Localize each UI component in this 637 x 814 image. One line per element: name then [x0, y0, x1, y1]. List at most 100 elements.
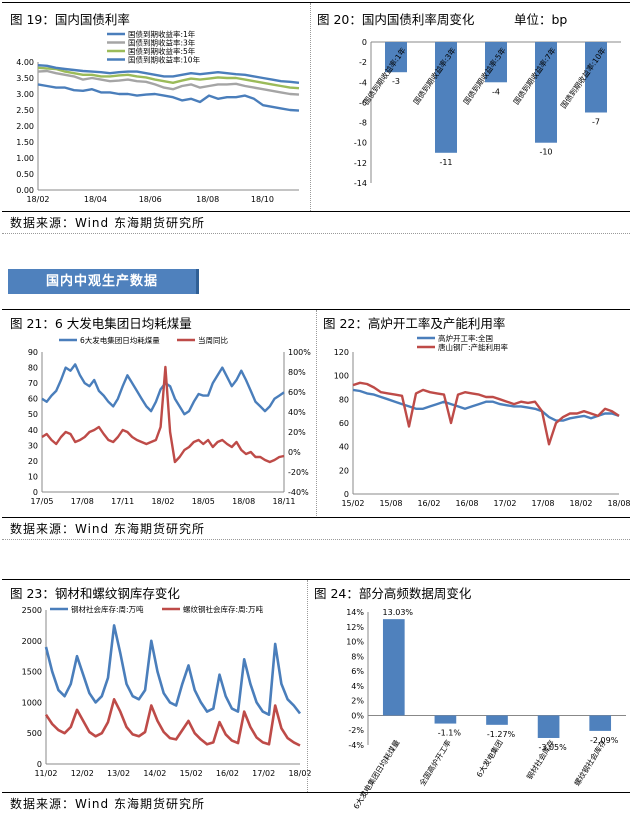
figure-title: 图 20：国内国债利率周变化	[317, 12, 475, 27]
figure-title: 图 21：6 大发电集团日均耗煤量	[10, 316, 192, 331]
column-divider	[307, 580, 308, 792]
data-label: -4	[492, 87, 500, 96]
y-tick-label: 70	[28, 379, 38, 388]
x-tick-label: 18/08	[196, 195, 219, 204]
y-tick-label: 20	[339, 466, 349, 475]
y-tick-label: -6	[359, 98, 367, 107]
x-tick-label: 18/05	[192, 497, 215, 506]
y-tick-label: 50	[28, 410, 38, 419]
data-label: 13.03%	[383, 608, 414, 617]
figure-title: 图 24：部分高频数据周变化	[314, 586, 472, 601]
series-line-2	[352, 381, 620, 446]
y-tick-label: 1.00	[16, 154, 34, 163]
bar-2	[435, 42, 457, 153]
series-line-3	[37, 66, 300, 90]
x-tick-label: 15/02	[180, 769, 203, 778]
figure-title: 图 23：钢材和螺纹钢库存变化	[10, 586, 180, 601]
top-rule	[2, 579, 630, 580]
data-label: -2.09%	[590, 736, 619, 745]
y-tick-label: 80	[28, 364, 38, 373]
figure-panel-20: 图 20：国内国债利率周变化 单位：bp 0 -2 -4 -6 -8 -10 -12 -14 -…	[311, 3, 631, 213]
source-note: 数据来源：Wind 东海期货研究所	[10, 216, 205, 230]
y-tick-label-right: 100%	[288, 348, 311, 357]
y-tick-label: -2%	[348, 726, 364, 735]
y-tick-label: 6%	[351, 667, 364, 676]
x-tick-label: 18/04	[84, 195, 107, 204]
x-tick-label: 17/02	[252, 769, 275, 778]
y-tick-label: 0	[362, 38, 367, 47]
y-tick-label: 40	[28, 426, 38, 435]
x-tick-label: 14/02	[143, 769, 166, 778]
y-tick-label: 0.50	[16, 170, 34, 179]
series-line-2	[44, 698, 301, 747]
legend-label: 当周同比	[198, 335, 228, 345]
series-line-1	[44, 624, 302, 716]
bar-4	[537, 715, 560, 738]
source-note: 数据来源：Wind 东海期货研究所	[10, 522, 205, 536]
source-rule-bottom	[2, 233, 630, 234]
y-tick-label: 100	[334, 372, 349, 381]
y-tick-label-right: -40%	[288, 488, 309, 497]
y-tick-label: -14	[354, 179, 367, 188]
y-tick-label: 4.00	[16, 58, 34, 67]
figure-title: 图 19：国内国债利率	[10, 12, 130, 27]
chart-fig19: 0.00 0.50 1.00 1.50 2.00 2.50 3.00 3.50 4.00 18/0…	[16, 29, 300, 204]
source-note: 数据来源：Wind 东海期货研究所	[10, 797, 205, 811]
x-tick-label: 17/08	[71, 497, 94, 506]
bar-2	[434, 715, 457, 724]
figure-panel-22: 图 22：高炉开工率及产能利用率 0 20 40 60 80 100 120 15/02 15/…	[317, 310, 631, 518]
y-tick-label: 20	[28, 457, 38, 466]
figure-panel-21: 图 21：6 大发电集团日均耗煤量 0 10 20 30 40 50 60 70 80 90 -40…	[2, 310, 314, 518]
y-tick-label: 0	[344, 490, 349, 499]
y-tick-label: -12	[354, 159, 367, 168]
y-tick-label: -10	[354, 139, 367, 148]
y-tick-label: 30	[28, 441, 38, 450]
legend-label: 国债到期收益率:3年	[128, 38, 196, 48]
data-label: -11	[439, 158, 452, 167]
bar-4	[535, 42, 557, 143]
x-tick-label: 16/08	[455, 499, 478, 508]
series-line-2	[37, 69, 300, 96]
data-label: -3.05%	[538, 743, 567, 752]
data-label: -7	[592, 118, 600, 127]
legend-label: 国债到期收益率:5年	[128, 46, 196, 56]
y-tick-label: 10%	[346, 638, 364, 647]
y-tick-label: 4%	[351, 682, 364, 691]
x-tick-label: 18/10	[251, 195, 274, 204]
x-tick-label: 18/02	[288, 769, 311, 778]
x-tick-label: 12/02	[71, 769, 94, 778]
y-tick-label: -8	[359, 119, 367, 128]
column-divider	[310, 3, 311, 211]
x-tick-label: 17/08	[531, 499, 554, 508]
y-tick-label: 0	[37, 760, 42, 769]
y-tick-label-right: 60%	[288, 388, 306, 397]
series-line-4	[37, 64, 300, 84]
y-tick-label: 60	[28, 395, 38, 404]
y-tick-label: 3.00	[16, 90, 34, 99]
y-tick-label: 60	[339, 419, 349, 428]
y-tick-label: 2.50	[16, 106, 34, 115]
source-rule	[2, 517, 630, 518]
y-tick-label: -2	[359, 58, 367, 67]
top-rule	[2, 2, 630, 3]
y-tick-label: 0	[33, 488, 38, 497]
x-tick-label: 18/11	[272, 497, 295, 506]
y-tick-label: 12%	[346, 623, 364, 632]
legend-label: 螺纹钢社会库存:周:万吨	[183, 604, 264, 614]
bar-5	[585, 42, 607, 113]
chart-fig24: 14%12%10%8%6%4%2%0%-2%-4%13.03%6大发电集团日均耗…	[346, 608, 626, 811]
bar-3	[486, 715, 508, 725]
figure-panel-24: 图 24：部分高频数据周变化 14% 12% 10% 8% 6% 4% 2% 0% -2% -4%…	[308, 580, 631, 811]
y-tick-label: -4%	[348, 741, 364, 750]
y-tick-label: 3.50	[16, 74, 34, 83]
legend-label: 高炉开工率:全国	[438, 333, 493, 343]
figure-title: 图 22：高炉开工率及产能利用率	[323, 316, 506, 331]
x-tick-label: 18/02	[569, 499, 592, 508]
y-tick-label: 14%	[346, 608, 364, 617]
chart-fig22: 0 20 40 60 80 100 120 15/02 15/08 16/02 16/08 17/02…	[334, 333, 631, 508]
y-tick-label-right: 20%	[288, 428, 306, 437]
y-tick-label: -4	[359, 78, 367, 87]
data-label: -1.1%	[438, 729, 462, 738]
y-tick-label: 1.50	[16, 138, 34, 147]
y-tick-label: 1500	[22, 668, 42, 677]
